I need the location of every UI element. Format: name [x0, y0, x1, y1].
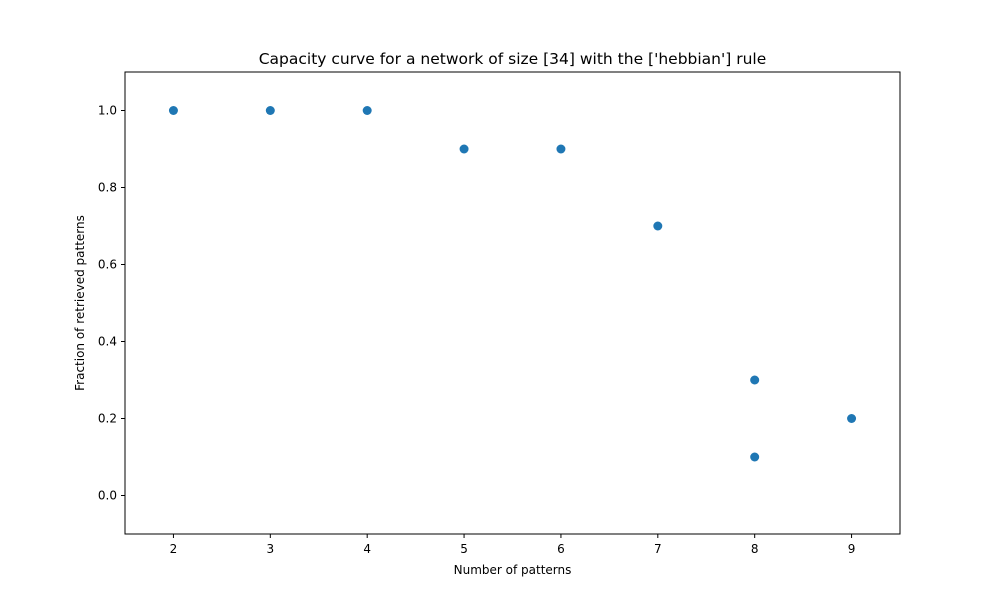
x-tick-label: 3: [266, 542, 274, 556]
data-point: [556, 144, 566, 154]
data-point: [168, 106, 178, 115]
data-points: [168, 106, 857, 462]
data-point: [265, 106, 275, 115]
data-point: [653, 221, 663, 231]
x-tick-label: 6: [557, 542, 565, 556]
y-tick-label: 0.0: [98, 489, 117, 503]
chart-title: Capacity curve for a network of size [34…: [259, 50, 767, 68]
data-point: [362, 106, 372, 115]
x-tick-label: 9: [848, 542, 856, 556]
y-tick-label: 0.6: [98, 258, 117, 272]
x-axis-title: Number of patterns: [454, 563, 572, 577]
x-axis-ticks: 2 3 4 5 6 7 8 9: [170, 534, 856, 556]
axes-frame: [124, 71, 901, 535]
y-tick-label: 0.4: [98, 335, 117, 349]
x-tick-label: 4: [363, 542, 371, 556]
y-tick-label: 1.0: [98, 104, 117, 118]
data-point: [750, 452, 760, 462]
data-point: [750, 375, 760, 385]
x-tick-label: 2: [170, 542, 178, 556]
data-point: [847, 414, 857, 423]
y-tick-label: 0.2: [98, 412, 117, 426]
plot-area: 2 3 4 5 6 7 8 9 0.0 0.2 0.4 0.6 0.8 1.0: [98, 71, 901, 556]
y-axis-title: Fraction of retrieved patterns: [73, 215, 87, 391]
y-axis-ticks: 0.0 0.2 0.4 0.6 0.8 1.0: [98, 104, 125, 503]
x-tick-label: 8: [751, 542, 759, 556]
x-tick-label: 5: [460, 542, 468, 556]
data-point: [459, 144, 469, 154]
x-tick-label: 7: [654, 542, 662, 556]
y-tick-label: 0.8: [98, 181, 117, 195]
